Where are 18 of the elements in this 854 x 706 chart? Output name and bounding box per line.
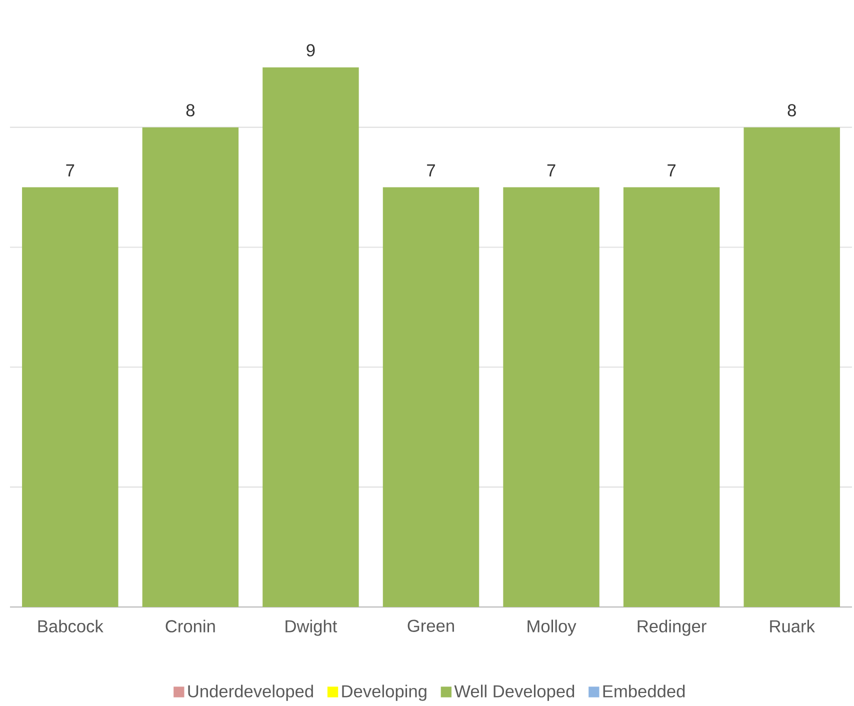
data-label: 7: [66, 164, 74, 176]
legend-label: Well Developed: [454, 684, 574, 701]
x-tick-label: Redinger: [638, 620, 706, 636]
data-label: 7: [668, 164, 676, 176]
data-label: 8: [186, 104, 194, 116]
x-tick-label: Dwight: [286, 620, 338, 636]
x-tick-label: Green: [408, 620, 454, 632]
legend-label: Embedded: [603, 684, 685, 698]
x-tick-label: Cronin: [166, 620, 215, 632]
x-tick-label: Babcock: [38, 620, 104, 632]
data-label: 8: [788, 104, 796, 116]
data-label: 9: [306, 44, 315, 56]
x-tick-label: Ruark: [770, 620, 815, 632]
legend-label: Underdeveloped: [188, 684, 313, 701]
data-label: 7: [427, 164, 435, 176]
data-label: 7: [547, 164, 556, 176]
legend-label: Developing: [342, 684, 426, 701]
x-tick-label: Molloy: [528, 620, 576, 636]
